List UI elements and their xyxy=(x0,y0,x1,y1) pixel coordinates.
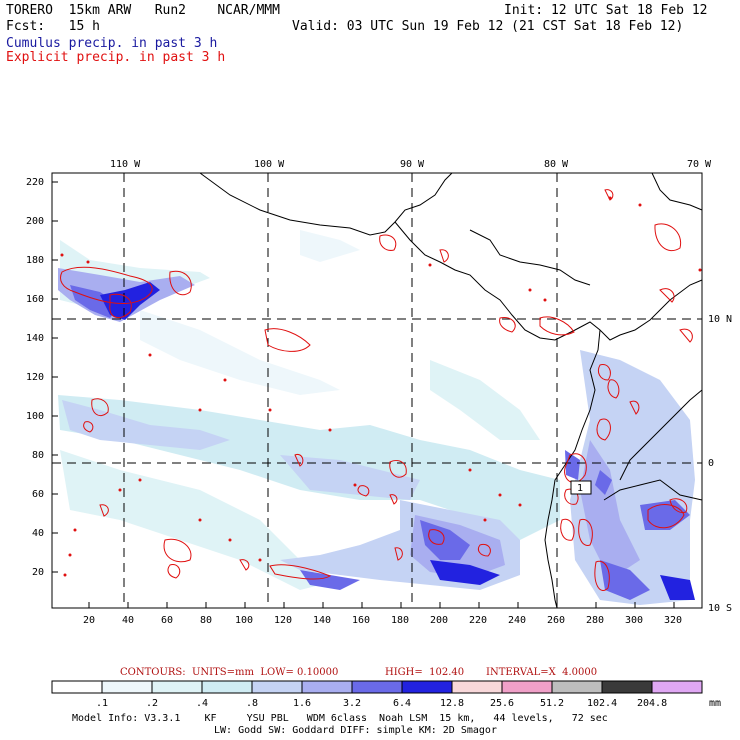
colorbar-swatch xyxy=(601,680,653,694)
colorbar-label: 12.8 xyxy=(440,698,465,709)
colorbar-swatch xyxy=(501,680,553,694)
y-tick: 120 xyxy=(26,372,45,383)
colorbar-swatch xyxy=(401,680,453,694)
lat-label-10n: 10 N xyxy=(708,314,733,325)
colorbar-swatch xyxy=(101,680,153,694)
colorbar-label: .2 xyxy=(146,698,159,709)
x-tick: 280 xyxy=(586,615,605,626)
y-tick: 60 xyxy=(32,489,45,500)
x-tick: 300 xyxy=(625,615,644,626)
colorbar-swatch xyxy=(251,680,303,694)
colorbar-swatch xyxy=(201,680,253,694)
x-tick: 320 xyxy=(664,615,683,626)
lat-lon-grid xyxy=(52,173,702,608)
x-tick: 160 xyxy=(352,615,371,626)
lat-label-0: 0 xyxy=(708,458,715,469)
colorbar-swatch xyxy=(351,680,403,694)
valid-time: Valid: 03 UTC Sun 19 Feb 12 (21 CST Sat … xyxy=(292,19,684,34)
colorbar-label: 6.4 xyxy=(393,698,412,709)
cumulus-legend: Cumulus precip. in past 3 h xyxy=(6,36,218,51)
map-label: 1 xyxy=(577,483,583,494)
y-tick: 140 xyxy=(26,333,45,344)
axis-ticks xyxy=(52,181,675,608)
x-tick: 260 xyxy=(547,615,566,626)
colorbar-label: .8 xyxy=(246,698,259,709)
colorbar-swatch xyxy=(151,680,203,694)
colorbar-swatch xyxy=(651,680,703,694)
x-tick: 100 xyxy=(235,615,254,626)
x-tick: 180 xyxy=(391,615,410,626)
y-tick: 20 xyxy=(32,567,45,578)
contour-units: CONTOURS: UNITS=mm LOW= 0.10000 xyxy=(120,667,339,678)
contour-high: HIGH= 102.40 xyxy=(385,667,465,678)
colorbar-label: .4 xyxy=(196,698,209,709)
y-tick: 200 xyxy=(26,216,45,227)
x-tick: 20 xyxy=(83,615,96,626)
explicit-legend: Explicit precip. in past 3 h xyxy=(6,50,226,65)
colorbar-swatch xyxy=(301,680,353,694)
model-info-physics: LW: Godd SW: Goddard DIFF: simple KM: 2D… xyxy=(214,725,497,736)
x-tick: 200 xyxy=(430,615,449,626)
colorbar-label: .1 xyxy=(96,698,109,709)
y-tick: 220 xyxy=(26,177,45,188)
colorbar-label: 51.2 xyxy=(540,698,565,709)
lon-label-90w: 90 W xyxy=(400,159,425,170)
x-tick: 240 xyxy=(508,615,527,626)
y-tick: 100 xyxy=(26,411,45,422)
colorbar-label: 25.6 xyxy=(490,698,515,709)
colorbar-label: 1.6 xyxy=(293,698,312,709)
lat-label-10s: 10 S xyxy=(708,603,733,614)
contour-speckles xyxy=(60,196,702,577)
explicit-precip-contours xyxy=(60,189,693,591)
lon-label-70w: 70 W xyxy=(687,159,712,170)
colorbar xyxy=(51,680,703,694)
y-tick: 160 xyxy=(26,294,45,305)
colorbar-label: 3.2 xyxy=(343,698,362,709)
x-tick: 40 xyxy=(122,615,135,626)
model-title: TORERO 15km ARW Run2 NCAR/MMM xyxy=(6,3,280,18)
lon-label-110w: 110 W xyxy=(110,159,141,170)
coastlines xyxy=(199,172,703,609)
init-time: Init: 12 UTC Sat 18 Feb 12 xyxy=(504,3,708,18)
colorbar-swatch xyxy=(451,680,503,694)
lon-label-80w: 80 W xyxy=(544,159,569,170)
map-label-box xyxy=(570,480,592,495)
x-tick: 140 xyxy=(313,615,332,626)
colorbar-unit: mm xyxy=(709,698,722,709)
colorbar-label: 102.4 xyxy=(587,698,618,709)
lon-label-100w: 100 W xyxy=(254,159,285,170)
y-tick: 40 xyxy=(32,528,45,539)
y-tick: 180 xyxy=(26,255,45,266)
colorbar-swatch xyxy=(551,680,603,694)
colorbar-swatch xyxy=(51,680,103,694)
forecast-hour: Fcst: 15 h xyxy=(6,19,100,34)
colorbar-label: 204.8 xyxy=(637,698,668,709)
model-info: Model Info: V3.3.1 KF YSU PBL WDM 6class… xyxy=(72,713,608,724)
x-tick: 120 xyxy=(274,615,293,626)
x-tick: 220 xyxy=(469,615,488,626)
x-tick: 80 xyxy=(200,615,213,626)
y-tick: 80 xyxy=(32,450,45,461)
x-tick: 60 xyxy=(161,615,174,626)
contour-interval: INTERVAL=X 4.0000 xyxy=(486,667,598,678)
